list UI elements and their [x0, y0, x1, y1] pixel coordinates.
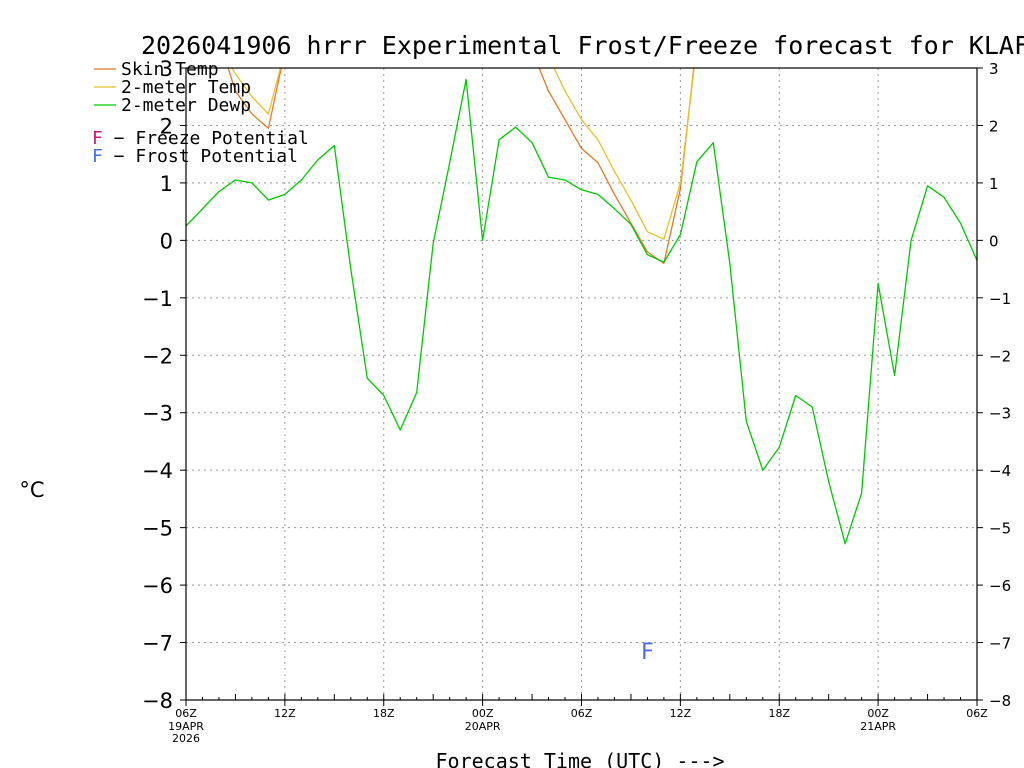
y-tick-label-left: 0 [160, 229, 173, 253]
y-axis-ticks: −8 −8 −7 −7 −6 −6 −5 −5 −4 −4 −3 −3 −2 −2 −1 −1 0 0 1 1 2 2 3 3 [142, 57, 1011, 713]
x-tick-label: 06Z [571, 707, 593, 720]
y-tick-label-left: −4 [142, 459, 173, 483]
potential-legend-entry: F − Frost Potential [92, 146, 298, 167]
series-line-2-meter-dewp [186, 78, 977, 545]
y-tick-label-left: −8 [142, 689, 173, 713]
x-tick-date-label: 21APR [860, 720, 896, 733]
potential-letter: F [92, 128, 103, 149]
grid [186, 68, 977, 700]
y-tick-label-right: −7 [989, 635, 1011, 653]
x-tick-label: 12Z [274, 707, 296, 720]
x-tick-label: 06Z [966, 707, 988, 720]
x-tick-label: 18Z [373, 707, 395, 720]
y-tick-label-left: 3 [160, 57, 173, 81]
potential-label: − Freeze Potential [103, 128, 309, 149]
legend-label: 2-meter Dewp [121, 95, 251, 116]
y-tick-label-left: −7 [142, 632, 173, 656]
y-tick-label-left: −1 [142, 287, 173, 311]
x-tick-date-label: 19APR [168, 720, 204, 733]
potential-letter: F [92, 146, 103, 167]
y-tick-label-right: 3 [989, 60, 999, 78]
x-tick-label: 12Z [670, 707, 692, 720]
chart-title: 2026041906 hrrr Experimental Frost/Freez… [141, 31, 1024, 60]
series-line-2-meter-temp [231, 68, 695, 240]
legend-label: 2-meter Temp [121, 77, 251, 98]
y-tick-label-right: −6 [989, 577, 1011, 595]
y-tick-label-left: 2 [160, 114, 173, 138]
frost-potential-marker: F [641, 640, 654, 665]
y-tick-label-left: −6 [142, 574, 173, 598]
y-tick-label-right: −5 [989, 520, 1011, 538]
markers: F [641, 640, 654, 665]
plot-frame [185, 67, 978, 701]
x-tick-label: 06Z [175, 707, 197, 720]
y-tick-label-left: −3 [142, 402, 173, 426]
x-tick-label: 00Z [867, 707, 889, 720]
series-line-skin-temp [227, 68, 695, 264]
x-tick-label: 18Z [768, 707, 790, 720]
y-tick-label-right: 2 [989, 117, 999, 135]
y-axis-label: °C [19, 478, 44, 502]
y-tick-label-right: −3 [989, 405, 1011, 423]
x-tick-label: 00Z [472, 707, 494, 720]
potential-label: − Frost Potential [103, 146, 298, 167]
legend-label: Skin Temp [121, 59, 219, 80]
y-tick-label-left: −2 [142, 344, 173, 368]
x-axis-label: Forecast Time (UTC) ---> [436, 749, 725, 768]
y-tick-label-left: −5 [142, 517, 173, 541]
y-tick-label-right: −2 [989, 347, 1011, 365]
y-tick-label-right: −1 [989, 290, 1011, 308]
y-tick-label-right: −8 [989, 692, 1011, 710]
y-tick-label-right: −4 [989, 462, 1011, 480]
series-group [186, 68, 977, 545]
x-tick-date-label: 20APR [465, 720, 501, 733]
y-tick-label-right: 0 [989, 232, 999, 250]
x-tick-date-label: 2026 [172, 732, 200, 745]
y-tick-label-right: 1 [989, 175, 999, 193]
y-tick-label-left: 1 [160, 172, 173, 196]
potential-legend-entry: F − Freeze Potential [92, 128, 309, 149]
